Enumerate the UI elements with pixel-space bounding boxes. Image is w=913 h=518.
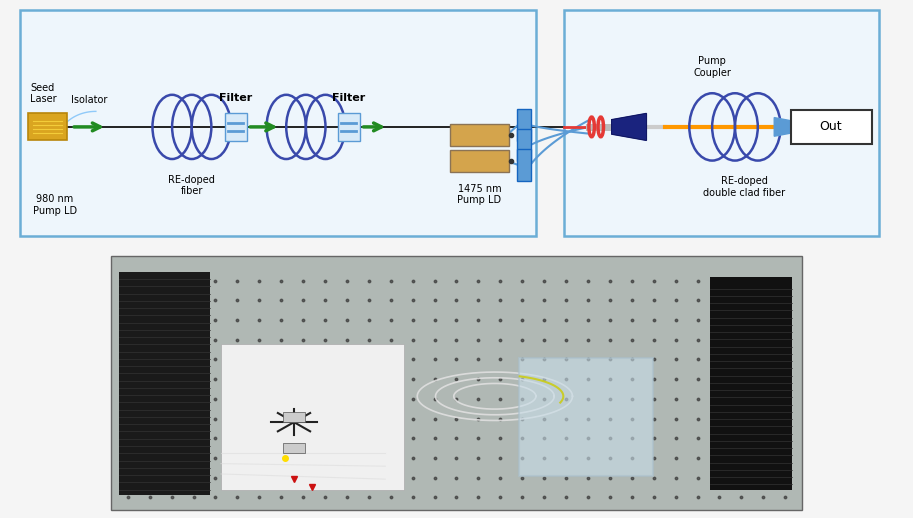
Polygon shape xyxy=(774,118,791,136)
FancyBboxPatch shape xyxy=(517,129,531,161)
Text: Filter: Filter xyxy=(332,93,365,103)
FancyBboxPatch shape xyxy=(221,344,404,490)
FancyBboxPatch shape xyxy=(517,149,531,181)
Text: RE-doped
fiber: RE-doped fiber xyxy=(168,175,215,196)
Text: 1475 nm
Pump LD: 1475 nm Pump LD xyxy=(457,184,501,206)
FancyBboxPatch shape xyxy=(450,150,509,172)
FancyBboxPatch shape xyxy=(28,113,67,140)
FancyBboxPatch shape xyxy=(338,113,360,141)
FancyBboxPatch shape xyxy=(450,124,509,146)
FancyBboxPatch shape xyxy=(517,109,531,141)
FancyBboxPatch shape xyxy=(111,256,802,510)
Text: Isolator: Isolator xyxy=(71,95,108,105)
FancyBboxPatch shape xyxy=(564,10,879,236)
Text: Filter: Filter xyxy=(219,93,252,103)
FancyBboxPatch shape xyxy=(710,277,792,490)
FancyBboxPatch shape xyxy=(283,412,305,422)
FancyBboxPatch shape xyxy=(791,110,872,144)
FancyBboxPatch shape xyxy=(283,443,305,453)
Text: Out: Out xyxy=(820,120,842,134)
Text: Pump
Coupler: Pump Coupler xyxy=(693,56,731,78)
FancyBboxPatch shape xyxy=(119,272,210,495)
FancyBboxPatch shape xyxy=(225,113,247,141)
Text: Seed
Laser: Seed Laser xyxy=(29,82,57,104)
FancyBboxPatch shape xyxy=(519,358,653,476)
FancyBboxPatch shape xyxy=(20,10,536,236)
Polygon shape xyxy=(612,113,646,140)
Text: RE-doped
double clad fiber: RE-doped double clad fiber xyxy=(703,176,785,198)
Text: 980 nm
Pump LD: 980 nm Pump LD xyxy=(33,194,77,216)
